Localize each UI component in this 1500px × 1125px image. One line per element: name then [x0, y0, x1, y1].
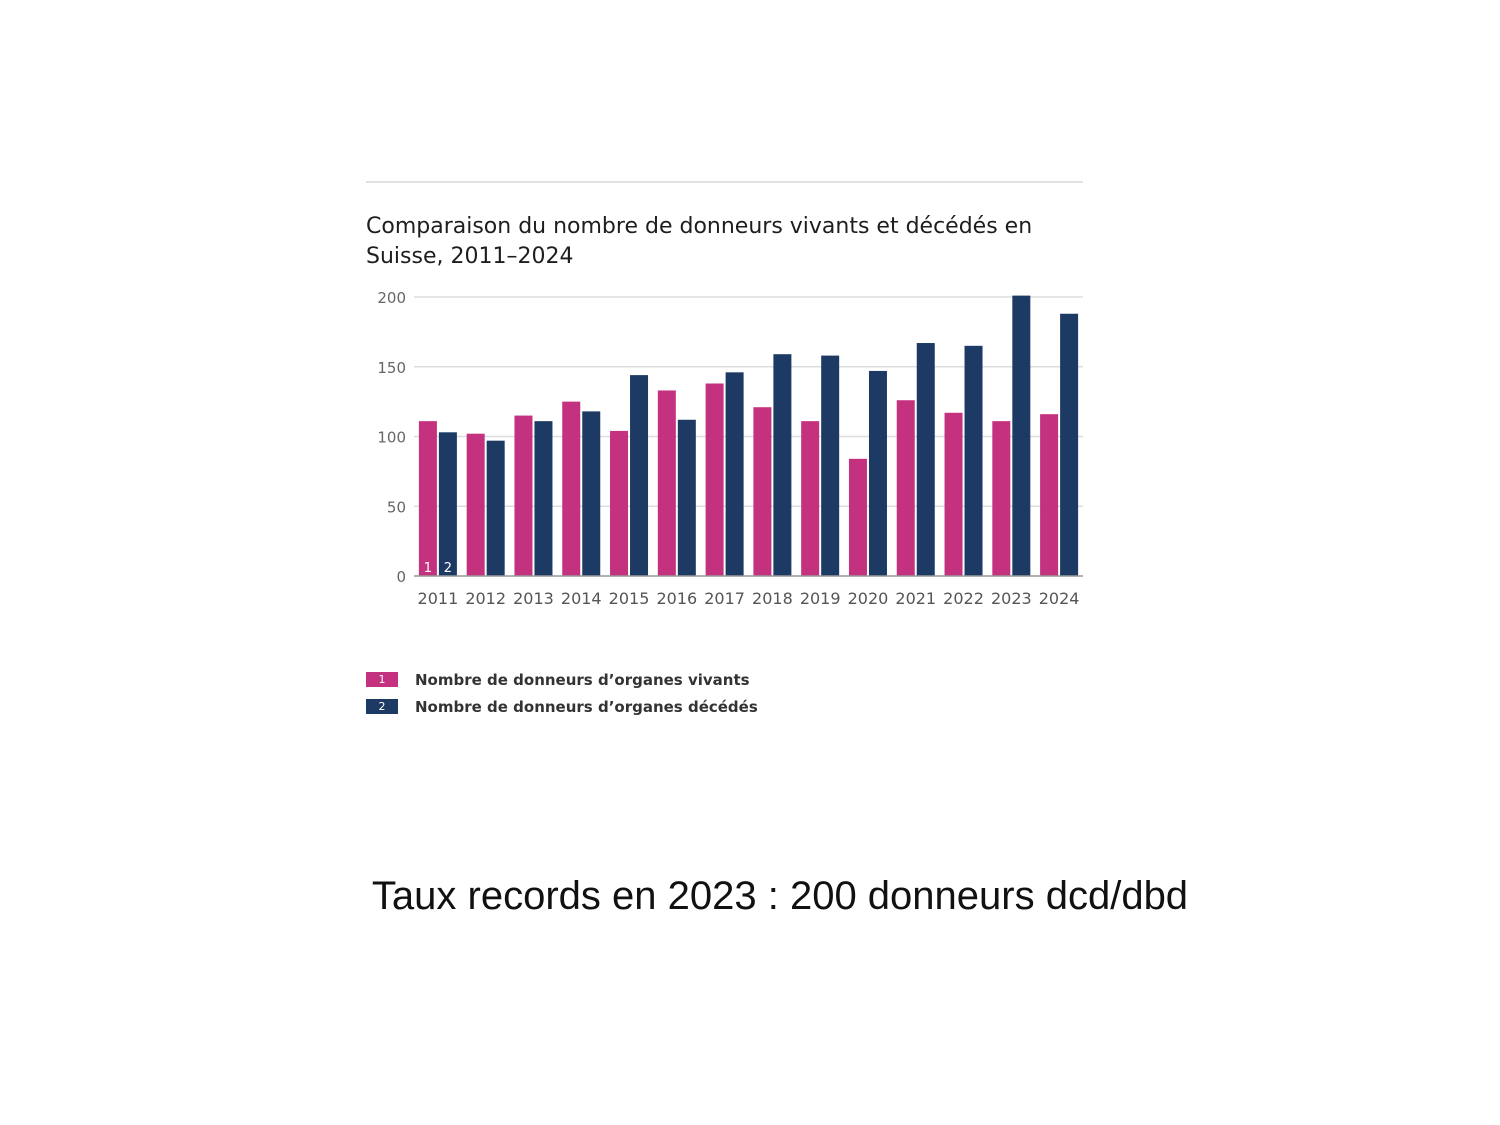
- x-tick-label: 2021: [895, 589, 936, 608]
- top-divider: [366, 181, 1083, 183]
- bar-vivants: [418, 421, 437, 576]
- bar-vivants: [562, 401, 581, 576]
- bar-vivants: [657, 390, 676, 576]
- bar-decedes: [773, 354, 792, 576]
- y-tick-label: 200: [377, 289, 406, 307]
- slide-caption: Taux records en 2023 : 200 donneurs dcd/…: [371, 874, 1189, 918]
- x-tick-label: 2015: [609, 589, 650, 608]
- bar-decedes: [821, 355, 840, 576]
- bar-vivants: [753, 407, 772, 576]
- bar-vivants: [514, 415, 533, 576]
- bar-vivants: [466, 433, 485, 576]
- bar-decedes: [1060, 313, 1079, 576]
- bar-decedes: [534, 421, 553, 576]
- bar-decedes: [486, 440, 505, 576]
- chart-title: Comparaison du nombre de donneurs vivant…: [366, 214, 1033, 269]
- bar-vivants: [896, 400, 915, 576]
- x-tick-label: 2024: [1039, 589, 1080, 608]
- x-tick-label: 2017: [704, 589, 745, 608]
- x-tick-label: 2016: [656, 589, 697, 608]
- bar-vivants: [848, 458, 867, 576]
- legend-label-vivants: Nombre de donneurs d’organes vivants: [415, 671, 750, 689]
- x-tick-label: 2020: [848, 589, 889, 608]
- x-tick-label: 2018: [752, 589, 793, 608]
- legend-swatch-decedes: 2: [366, 699, 398, 714]
- y-tick-label: 0: [396, 568, 406, 586]
- bar-decedes: [725, 372, 744, 576]
- x-tick-label: 2022: [943, 589, 984, 608]
- bar-decedes: [630, 375, 649, 576]
- x-tick-label: 2023: [991, 589, 1032, 608]
- x-tick-label: 2011: [418, 589, 459, 608]
- bar-decedes: [916, 343, 935, 576]
- bar-decedes: [1012, 295, 1031, 576]
- bar-vivants: [801, 421, 820, 576]
- bar-decedes: [964, 345, 983, 576]
- x-tick-label: 2013: [513, 589, 554, 608]
- bar-vivants: [944, 412, 963, 576]
- y-tick-label: 150: [377, 359, 406, 377]
- bar-decedes: [582, 411, 601, 576]
- bar-decedes: [438, 432, 457, 576]
- bar-vivants: [610, 430, 629, 576]
- legend-label-decedes: Nombre de donneurs d’organes décédés: [415, 698, 758, 716]
- y-tick-label: 50: [387, 498, 406, 516]
- legend-swatch-vivants: 1: [366, 672, 398, 687]
- y-tick-label: 100: [377, 429, 406, 447]
- bar-decedes: [868, 370, 887, 576]
- x-tick-label: 2019: [800, 589, 841, 608]
- bar-vivants: [705, 383, 724, 576]
- bar-marker-label: 2: [444, 561, 452, 576]
- bar-decedes: [677, 419, 696, 576]
- x-tick-label: 2014: [561, 589, 602, 608]
- bar-marker-label: 1: [424, 561, 432, 576]
- bar-vivants: [1040, 414, 1059, 576]
- bar-vivants: [992, 421, 1011, 576]
- x-tick-label: 2012: [465, 589, 506, 608]
